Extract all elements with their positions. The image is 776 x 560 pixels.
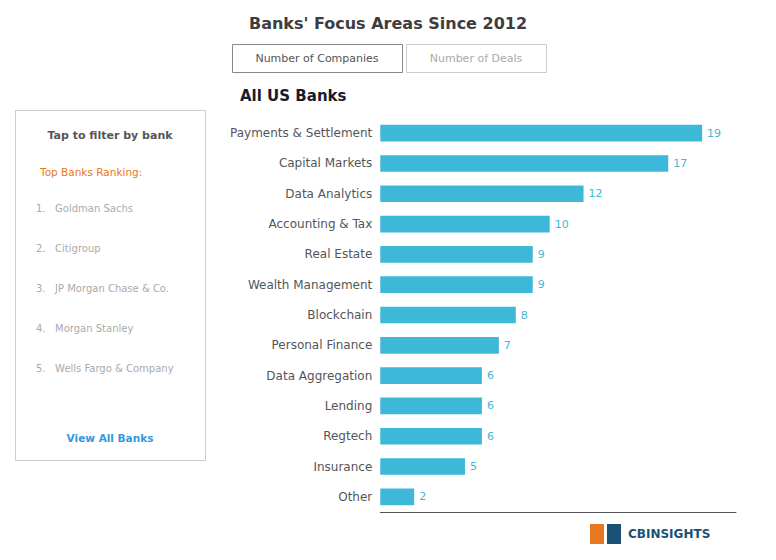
svg-text:12: 12 (589, 187, 603, 200)
svg-text:Regtech: Regtech (323, 429, 372, 443)
svg-text:4. Morgan Stanley: 4. Morgan Stanley (36, 323, 133, 334)
svg-text:5: 5 (470, 460, 477, 473)
svg-text:View All Banks: View All Banks (67, 432, 154, 444)
svg-text:Number of Companies: Number of Companies (255, 52, 378, 65)
svg-text:2: 2 (419, 490, 426, 503)
svg-text:7: 7 (504, 339, 511, 352)
svg-text:Other: Other (338, 490, 372, 504)
svg-text:Wealth Management: Wealth Management (248, 278, 373, 292)
svg-text:Real Estate: Real Estate (305, 247, 373, 261)
svg-text:Number of Deals: Number of Deals (430, 52, 523, 65)
svg-text:3. JP Morgan Chase & Co.: 3. JP Morgan Chase & Co. (36, 283, 169, 294)
svg-text:6: 6 (487, 369, 494, 382)
svg-text:Personal Finance: Personal Finance (272, 338, 373, 352)
svg-text:Lending: Lending (325, 399, 373, 413)
svg-text:8: 8 (521, 309, 528, 322)
svg-text:Accounting & Tax: Accounting & Tax (268, 217, 372, 231)
svg-text:19: 19 (707, 127, 721, 140)
svg-text:9: 9 (538, 278, 545, 291)
svg-text:17: 17 (673, 157, 687, 170)
svg-text:Blockchain: Blockchain (307, 308, 372, 322)
svg-text:Capital Markets: Capital Markets (279, 156, 372, 170)
svg-text:6: 6 (487, 399, 494, 412)
svg-text:Banks' Focus Areas Since 2012: Banks' Focus Areas Since 2012 (249, 14, 527, 33)
svg-text:Insurance: Insurance (313, 460, 372, 474)
svg-text:1. Goldman Sachs: 1. Goldman Sachs (36, 203, 133, 214)
svg-text:Data Analytics: Data Analytics (285, 187, 372, 201)
svg-text:9: 9 (538, 248, 545, 261)
svg-text:10: 10 (555, 218, 569, 231)
svg-text:Top Banks Ranking:: Top Banks Ranking: (39, 166, 142, 178)
svg-text:Payments & Settlement: Payments & Settlement (230, 126, 373, 140)
svg-text:2. Citigroup: 2. Citigroup (36, 243, 101, 254)
svg-text:5. Wells Fargo & Company: 5. Wells Fargo & Company (36, 363, 174, 374)
svg-text:6: 6 (487, 430, 494, 443)
svg-text:CBINSIGHTS: CBINSIGHTS (628, 527, 710, 541)
svg-text:All US Banks: All US Banks (240, 87, 347, 105)
svg-text:Data Aggregation: Data Aggregation (266, 369, 372, 383)
svg-text:Tap to filter by bank: Tap to filter by bank (47, 129, 173, 142)
